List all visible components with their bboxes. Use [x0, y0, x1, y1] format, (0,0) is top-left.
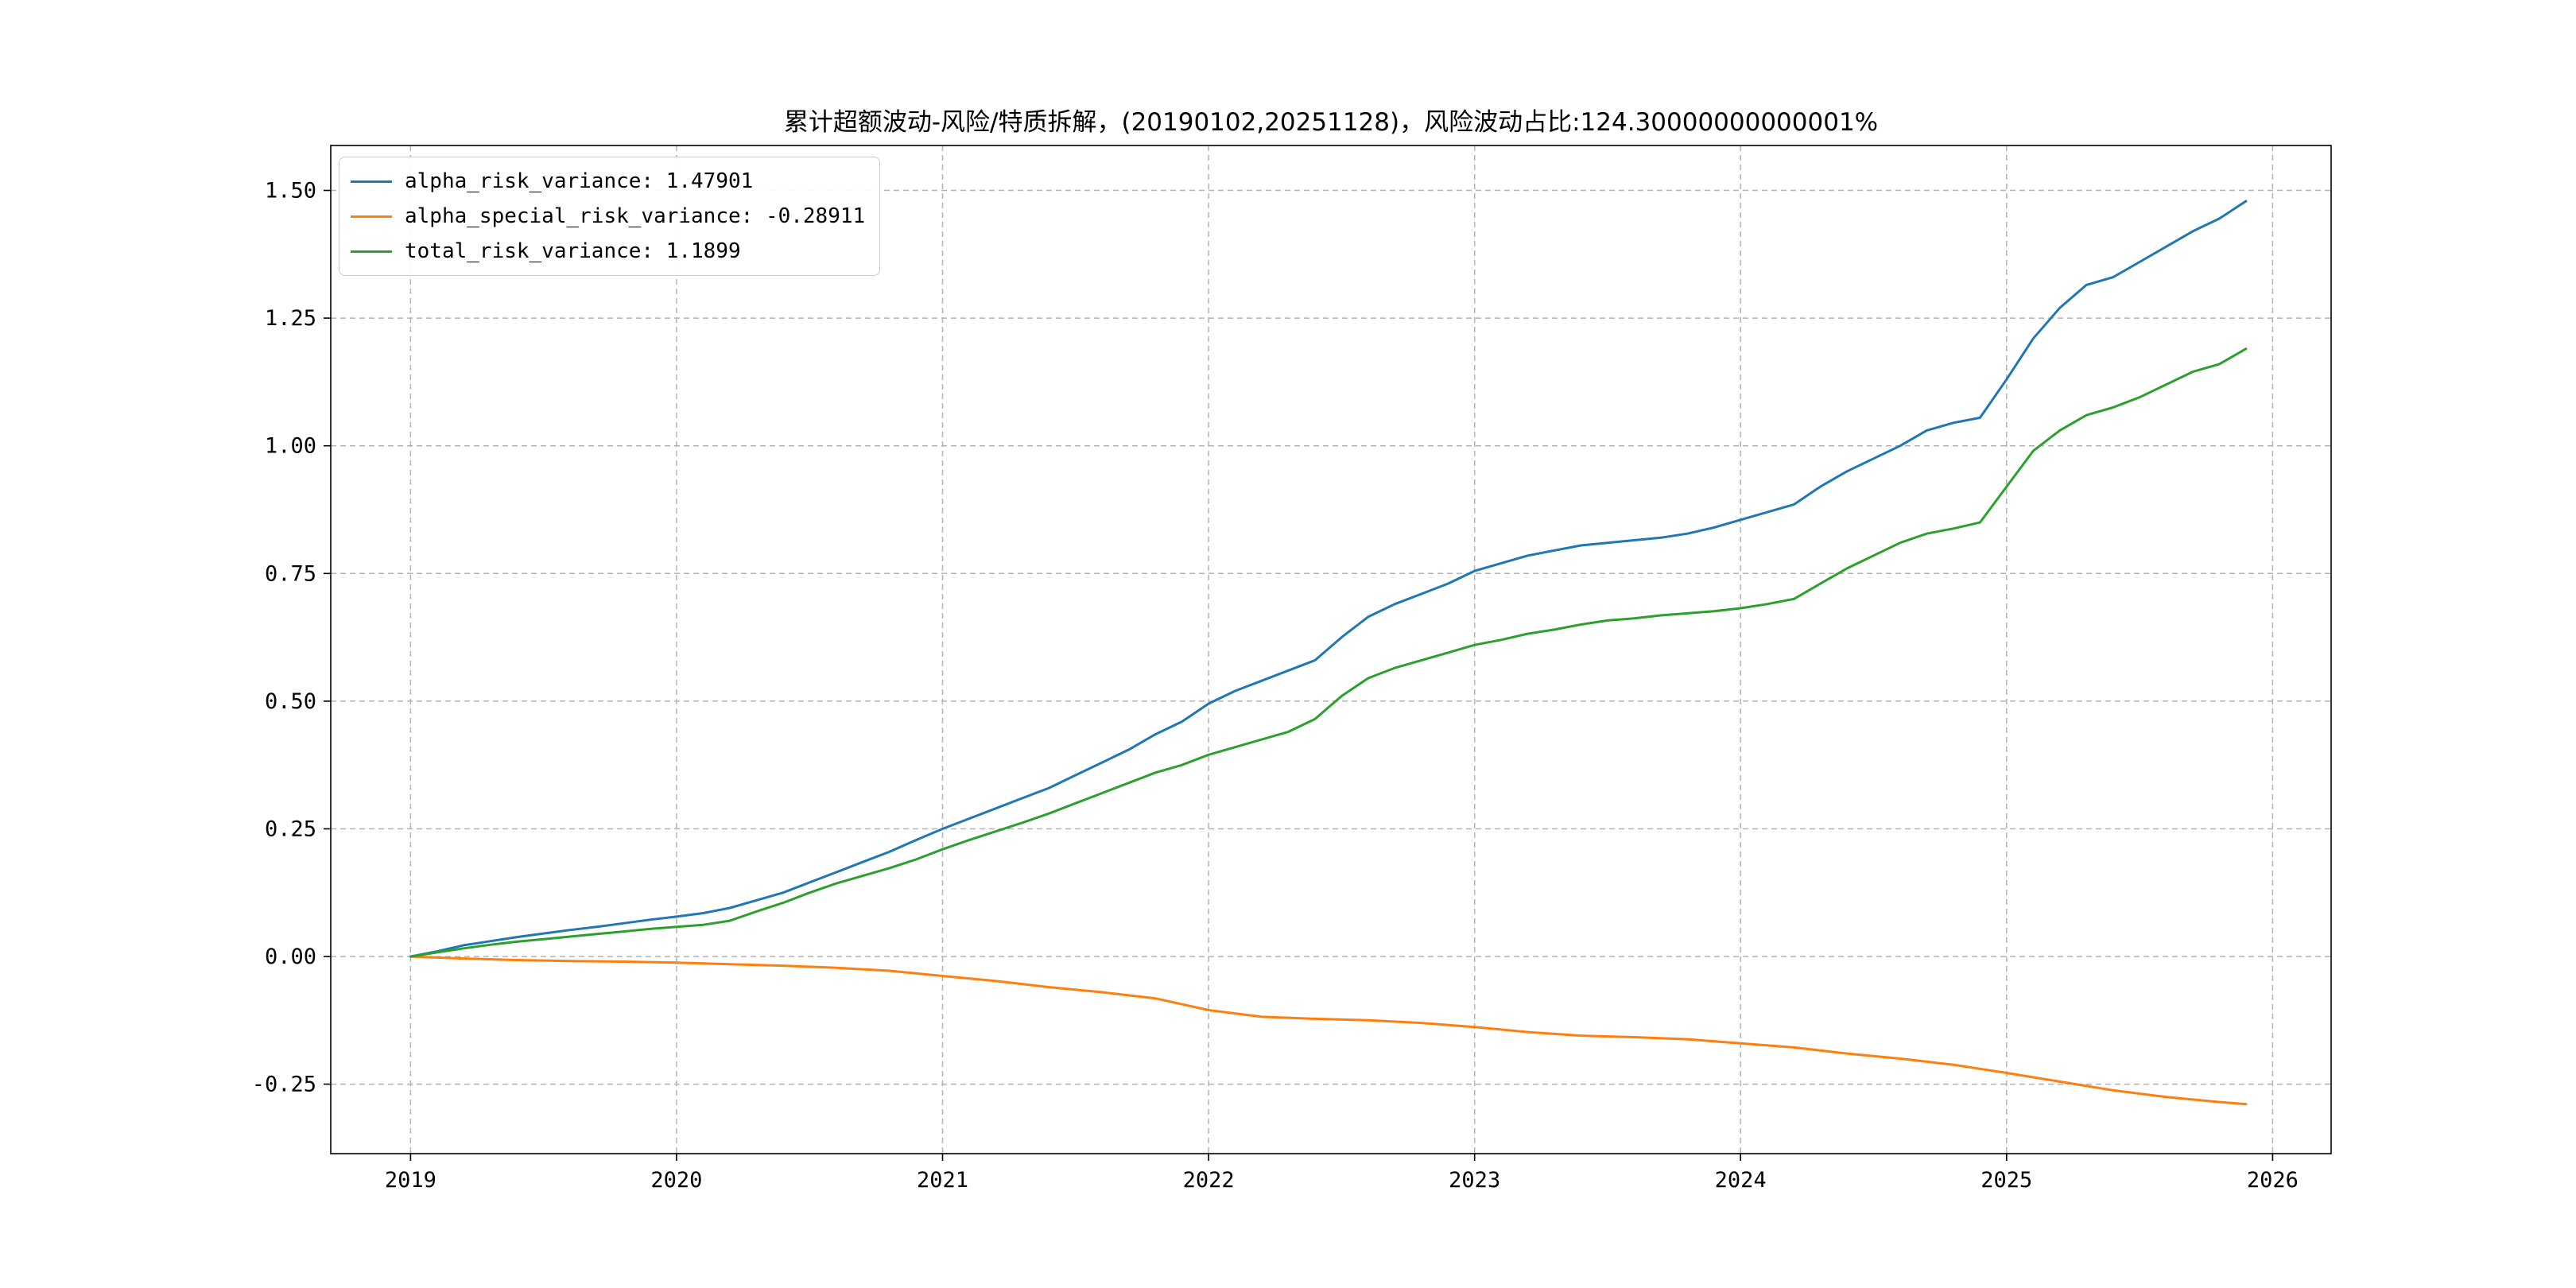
x-tick-label: 2022	[1183, 1168, 1235, 1193]
chart-title: 累计超额波动-风险/特质拆解，(20190102,20251128)，风险波动占…	[783, 108, 1879, 137]
series-line-alpha_risk_variance	[409, 200, 2248, 958]
y-tick-label: -0.25	[252, 1073, 316, 1097]
series-line-total_risk_variance	[409, 347, 2248, 958]
y-tick-label: 0.25	[265, 817, 316, 842]
legend-line-swatch-orange	[351, 215, 392, 218]
legend: alpha_risk_variance: 1.47901 alpha_speci…	[339, 157, 881, 276]
x-tick-label: 2025	[1980, 1168, 2032, 1193]
x-tick-label: 2024	[1715, 1168, 1767, 1193]
legend-label-total-risk-variance: total_risk_variance: 1.1899	[405, 239, 741, 263]
legend-line-swatch-blue	[351, 180, 392, 183]
x-tick-label: 2021	[917, 1168, 968, 1193]
x-tick-label: 2026	[2247, 1168, 2299, 1193]
legend-line-swatch-green	[351, 250, 392, 253]
y-tick-label: 1.25	[265, 306, 316, 331]
legend-label-alpha-risk-variance: alpha_risk_variance: 1.47901	[405, 169, 754, 193]
y-tick-label: 0.50	[265, 689, 316, 714]
x-tick-label: 2020	[650, 1168, 702, 1193]
series-line-alpha_special_risk_variance	[409, 955, 2248, 1106]
y-tick-label: 1.50	[265, 179, 316, 204]
legend-item-alpha-special-risk-variance: alpha_special_risk_variance: -0.28911	[351, 200, 865, 232]
y-tick-label: 1.00	[265, 434, 316, 459]
x-tick-label: 2023	[1449, 1168, 1500, 1193]
legend-item-total-risk-variance: total_risk_variance: 1.1899	[351, 235, 865, 267]
legend-item-alpha-risk-variance: alpha_risk_variance: 1.47901	[351, 165, 865, 197]
y-tick-label: 0.75	[265, 561, 316, 586]
x-tick-label: 2019	[385, 1168, 436, 1193]
y-tick-label: 0.00	[265, 945, 316, 969]
legend-label-alpha-special-risk-variance: alpha_special_risk_variance: -0.28911	[405, 204, 866, 228]
plot-frame	[330, 145, 2332, 1154]
